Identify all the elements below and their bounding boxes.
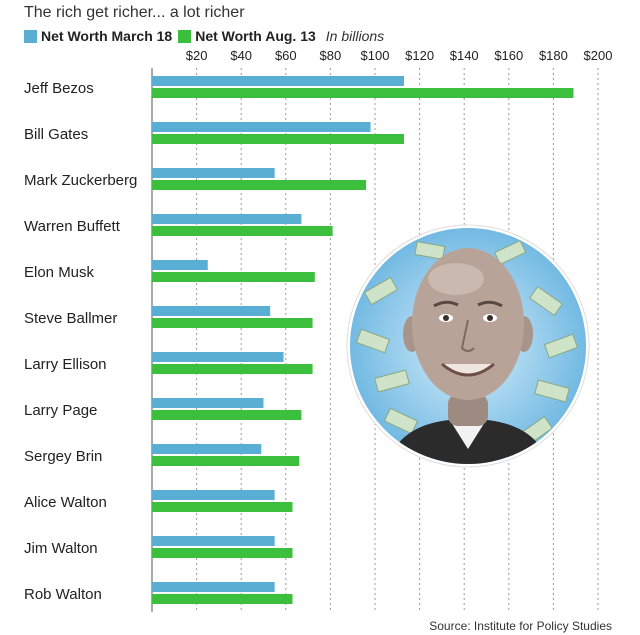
- x-tick-label: $140: [450, 48, 479, 63]
- portrait-photo: [346, 224, 590, 468]
- bar-aug: [152, 88, 574, 98]
- bar-aug: [152, 318, 313, 328]
- bar-aug: [152, 272, 315, 282]
- bar-aug: [152, 502, 293, 512]
- category-label: Steve Ballmer: [24, 310, 117, 327]
- legend-item-march: Net Worth March 18: [24, 28, 172, 44]
- source-note: Source: Institute for Policy Studies: [429, 619, 612, 633]
- category-label: Jeff Bezos: [24, 80, 94, 97]
- category-label: Sergey Brin: [24, 448, 102, 465]
- x-tick-label: $40: [230, 48, 252, 63]
- category-label: Warren Buffett: [24, 218, 121, 235]
- legend: Net Worth March 18 Net Worth Aug. 13 In …: [24, 28, 384, 44]
- x-tick-label: $20: [186, 48, 208, 63]
- bar-march: [152, 536, 275, 546]
- legend-label-aug: Net Worth Aug. 13: [195, 28, 316, 44]
- bar-march: [152, 76, 404, 86]
- bar-march: [152, 352, 284, 362]
- category-label: Bill Gates: [24, 126, 88, 143]
- bar-aug: [152, 134, 404, 144]
- x-tick-label: $120: [405, 48, 434, 63]
- x-tick-label: $100: [361, 48, 390, 63]
- x-tick-label: $200: [584, 48, 613, 63]
- bar-march: [152, 490, 275, 500]
- bar-aug: [152, 594, 293, 604]
- x-tick-label: $160: [494, 48, 523, 63]
- category-label: Mark Zuckerberg: [24, 172, 137, 189]
- unit-note: In billions: [325, 28, 385, 44]
- bar-march: [152, 306, 271, 316]
- bar-march: [152, 444, 262, 454]
- bar-aug: [152, 548, 293, 558]
- x-tick-label: $180: [539, 48, 568, 63]
- bar-march: [152, 398, 264, 408]
- legend-swatch-march: [24, 29, 37, 43]
- x-tick-label: $60: [275, 48, 297, 63]
- bar-aug: [152, 364, 313, 374]
- category-label: Larry Ellison: [24, 356, 107, 373]
- category-label: Jim Walton: [24, 540, 98, 557]
- bar-aug: [152, 456, 300, 466]
- bar-march: [152, 260, 208, 270]
- x-tick-label: $80: [320, 48, 342, 63]
- category-label: Larry Page: [24, 402, 97, 419]
- bar-aug: [152, 226, 333, 236]
- category-label: Alice Walton: [24, 494, 107, 511]
- legend-item-aug: Net Worth Aug. 13: [178, 28, 316, 44]
- bar-march: [152, 214, 302, 224]
- legend-label-march: Net Worth March 18: [41, 28, 173, 44]
- legend-swatch-aug: [178, 29, 192, 43]
- bar-march: [152, 168, 275, 178]
- chart-subtitle: The rich get richer... a lot richer: [24, 4, 245, 21]
- category-label: Rob Walton: [24, 586, 102, 603]
- bar-aug: [152, 180, 367, 190]
- bar-march: [152, 122, 371, 132]
- bar-march: [152, 582, 275, 592]
- category-label: Elon Musk: [24, 264, 95, 281]
- bar-aug: [152, 410, 302, 420]
